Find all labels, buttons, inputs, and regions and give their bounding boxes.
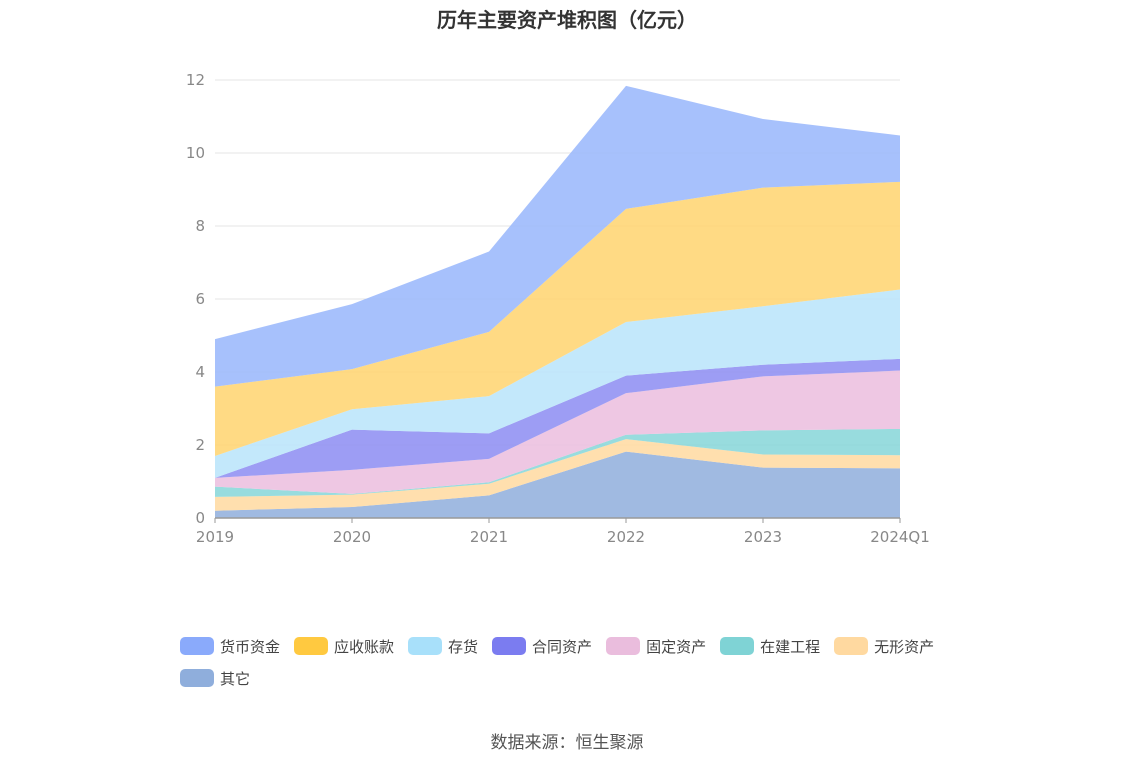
legend-item-cash[interactable]: 货币资金 [180, 636, 280, 657]
legend-label: 在建工程 [760, 637, 821, 656]
legend-swatch [180, 637, 214, 655]
legend-label: 其它 [220, 669, 251, 688]
legend-item-inventory[interactable]: 存货 [408, 636, 478, 657]
legend-item-fixed-assets[interactable]: 固定资产 [606, 636, 706, 657]
data-source: 数据来源：恒生聚源 [490, 733, 644, 753]
area-series [215, 358, 900, 478]
legend: 货币资金 应收账款 存货 合同资产 固定资产 在建工程 无形资产 其它 [180, 630, 980, 694]
legend-label: 货币资金 [220, 637, 281, 656]
area-series [215, 439, 900, 511]
legend-item-other[interactable]: 其它 [180, 668, 250, 689]
area-series [215, 428, 900, 497]
legend-swatch [492, 637, 527, 655]
legend-item-receivables[interactable]: 应收账款 [294, 636, 394, 657]
legend-label: 存货 [448, 637, 479, 656]
area-series [215, 289, 900, 478]
legend-item-intangible[interactable]: 无形资产 [834, 636, 934, 657]
y-tick-label: 10 [186, 144, 205, 162]
legend-label: 合同资产 [532, 637, 593, 656]
legend-row-1: 货币资金 应收账款 存货 合同资产 固定资产 在建工程 无形资产 [180, 630, 980, 662]
legend-swatch [408, 637, 443, 655]
legend-label: 固定资产 [646, 637, 707, 656]
area-series [215, 181, 900, 456]
x-tick-label: 2022 [607, 528, 645, 546]
x-tick-label: 2024Q1 [870, 528, 930, 546]
legend-swatch [720, 637, 755, 655]
legend-item-construction[interactable]: 在建工程 [720, 636, 820, 657]
x-tick-label: 2023 [744, 528, 782, 546]
legend-label: 无形资产 [874, 637, 935, 656]
y-tick-label: 0 [195, 509, 205, 527]
stacked-area-chart: 0 2 4 6 8 10 12 2019 2020 2021 2022 2023 2024Q1 [186, 71, 930, 546]
y-tick-label: 4 [195, 363, 205, 381]
legend-swatch [606, 637, 641, 655]
x-tick-label: 2019 [196, 528, 234, 546]
legend-swatch [834, 637, 869, 655]
legend-label: 应收账款 [334, 637, 395, 656]
legend-swatch [180, 669, 214, 687]
area-series [215, 451, 900, 518]
area-series [215, 370, 900, 494]
legend-swatch [294, 637, 329, 655]
y-tick-label: 12 [186, 71, 205, 89]
legend-item-contract-assets[interactable]: 合同资产 [492, 636, 592, 657]
x-tick-label: 2021 [470, 528, 508, 546]
legend-row-2: 其它 [180, 662, 980, 694]
area-series [215, 85, 900, 387]
chart-title: 历年主要资产堆积图（亿元） [437, 8, 697, 32]
y-tick-label: 8 [195, 217, 205, 235]
y-tick-label: 2 [195, 436, 205, 454]
x-tick-label: 2020 [333, 528, 371, 546]
y-tick-label: 6 [195, 290, 205, 308]
